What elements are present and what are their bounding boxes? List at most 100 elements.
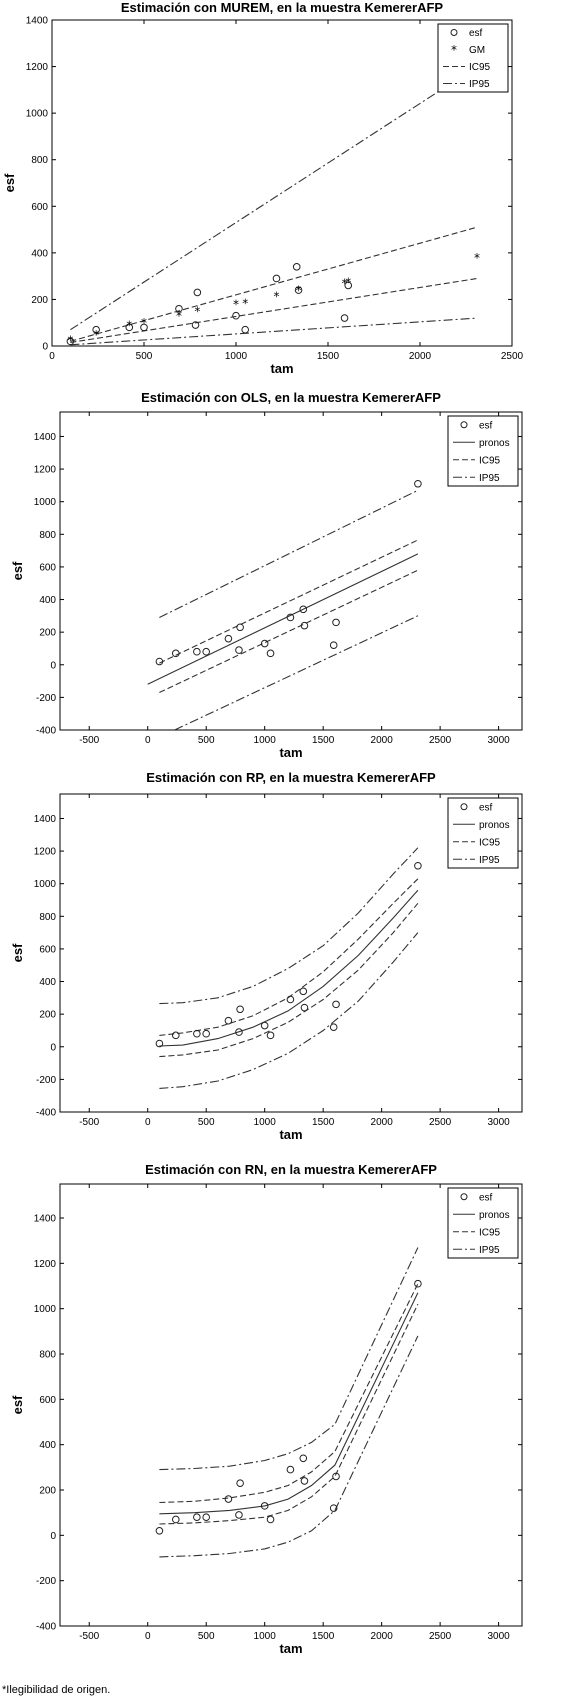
x-tick-label: 2500 xyxy=(501,351,524,362)
chart-title: Estimación con RN, en la muestra Kemerer… xyxy=(145,1162,437,1177)
y-tick-label: 800 xyxy=(31,155,48,166)
x-tick-label: 0 xyxy=(145,1631,151,1642)
x-tick-label: 2000 xyxy=(409,351,432,362)
y-axis-label: esf xyxy=(10,561,25,580)
data-point-esf xyxy=(299,1454,308,1463)
y-tick-label: 0 xyxy=(42,342,48,353)
data-point-esf xyxy=(224,1495,233,1503)
data-point-esf xyxy=(202,647,211,656)
y-tick-label: 1400 xyxy=(34,1214,57,1225)
legend-label-pronos: pronos xyxy=(479,820,510,831)
y-tick-label: 200 xyxy=(39,628,56,639)
y-tick-label: 600 xyxy=(39,562,56,573)
y-tick-label: -400 xyxy=(36,1622,56,1633)
x-tick-label: 3000 xyxy=(487,1631,510,1642)
y-tick-label: 1400 xyxy=(34,432,57,443)
y-tick-label: 1000 xyxy=(34,497,57,508)
data-point-esf xyxy=(266,649,275,658)
data-point-esf xyxy=(193,1029,201,1038)
data-point-esf xyxy=(414,1279,422,1288)
x-tick-label: 1000 xyxy=(225,351,248,362)
x-tick-label: 0 xyxy=(145,1117,151,1128)
x-tick-label: 1500 xyxy=(312,735,335,746)
legend: esf pronos IC95 IP95 xyxy=(447,415,519,487)
data-point-gm: * xyxy=(67,334,73,348)
x-tick-label: 500 xyxy=(198,1631,215,1642)
data-point-gm: * xyxy=(345,275,351,289)
legend-label-ic95: IC95 xyxy=(479,1227,501,1238)
y-axis-label: esf xyxy=(10,1395,25,1414)
data-point-gm: * xyxy=(176,309,182,323)
plot-area xyxy=(155,847,422,1089)
data-point-esf xyxy=(92,325,100,334)
plot-area: * ** * * * * * * * *** xyxy=(66,66,481,348)
y-tick-label: -200 xyxy=(36,1075,56,1086)
x-tick-label: 1000 xyxy=(254,1631,277,1642)
data-point-esf xyxy=(300,1003,309,1012)
data-point-esf xyxy=(329,641,338,650)
plot-area xyxy=(155,1247,422,1558)
x-axis-label: tam xyxy=(279,1641,302,1656)
legend-marker-esf xyxy=(460,421,468,429)
series-line-ip95 xyxy=(159,1335,419,1558)
data-point-esf xyxy=(235,1028,243,1036)
series-line-ip95 xyxy=(174,615,419,730)
x-tick-label: -500 xyxy=(79,1117,99,1128)
series-line-ic95 xyxy=(159,1283,419,1504)
data-point-esf xyxy=(332,618,340,627)
y-axis-label: esf xyxy=(2,173,17,192)
y-tick-label: 400 xyxy=(31,248,48,259)
x-axis-label: tam xyxy=(279,745,302,758)
x-tick-label: 2000 xyxy=(371,1631,394,1642)
data-point-esf xyxy=(202,1029,211,1038)
chart-panel-rn: Estimación con RN, en la muestra Kemerer… xyxy=(0,1144,568,1680)
y-tick-label: 1400 xyxy=(34,814,57,825)
data-point-esf xyxy=(236,1005,244,1014)
y-tick-label: -200 xyxy=(36,693,56,704)
x-tick-label: 2500 xyxy=(429,1117,452,1128)
data-point-esf xyxy=(236,1479,244,1488)
data-point-esf xyxy=(232,311,240,320)
y-tick-label: 600 xyxy=(39,944,56,955)
x-tick-label: 2500 xyxy=(429,1631,452,1642)
y-tick-label: 1400 xyxy=(26,16,49,27)
legend: esf pronos IC95 IP95 xyxy=(447,1187,519,1259)
data-point-esf xyxy=(299,605,308,614)
data-point-esf xyxy=(332,1000,340,1009)
chart-svg-ols: Estimación con OLS, en la muestra Kemere… xyxy=(10,390,523,758)
data-point-esf xyxy=(286,1465,295,1474)
y-tick-label: 800 xyxy=(39,912,56,923)
legend-label-ic95: IC95 xyxy=(469,62,491,73)
data-point-esf xyxy=(191,321,200,329)
legend-label-ip95: IP95 xyxy=(479,1245,500,1256)
series-line-ip95 xyxy=(159,1247,419,1471)
legend-label-pronos: pronos xyxy=(479,1210,510,1221)
data-point-esf xyxy=(266,1031,275,1040)
x-tick-label: 2500 xyxy=(429,735,452,746)
series-line-pronos xyxy=(159,889,419,1047)
data-point-esf xyxy=(272,274,281,283)
chart-svg-murem: Estimación con MUREM, en la muestra Keme… xyxy=(2,0,524,376)
data-point-esf xyxy=(155,1527,164,1535)
y-tick-label: 600 xyxy=(31,202,48,213)
x-axis-label: tam xyxy=(279,1127,302,1142)
legend: esf pronos IC95 IP95 xyxy=(447,797,519,869)
y-tick-label: 1200 xyxy=(34,1259,57,1270)
data-point-esf xyxy=(155,657,164,666)
legend-marker-esf xyxy=(460,803,468,811)
plot-frame xyxy=(59,411,523,731)
data-point-gm: * xyxy=(242,296,248,310)
y-tick-label: 0 xyxy=(50,660,56,671)
data-point-esf xyxy=(414,861,422,870)
data-point-esf xyxy=(235,1511,243,1519)
y-tick-label: 800 xyxy=(39,530,56,541)
y-tick-label: 1200 xyxy=(34,465,57,476)
y-tick-label: 1000 xyxy=(34,879,57,890)
data-point-esf xyxy=(241,325,249,334)
series-line-ip95 xyxy=(159,847,419,1005)
x-tick-label: 1000 xyxy=(254,735,277,746)
data-point-gm: * xyxy=(296,284,302,298)
data-point-esf xyxy=(175,304,183,313)
data-point-gm: * xyxy=(273,289,279,303)
data-point-esf xyxy=(300,1477,309,1485)
